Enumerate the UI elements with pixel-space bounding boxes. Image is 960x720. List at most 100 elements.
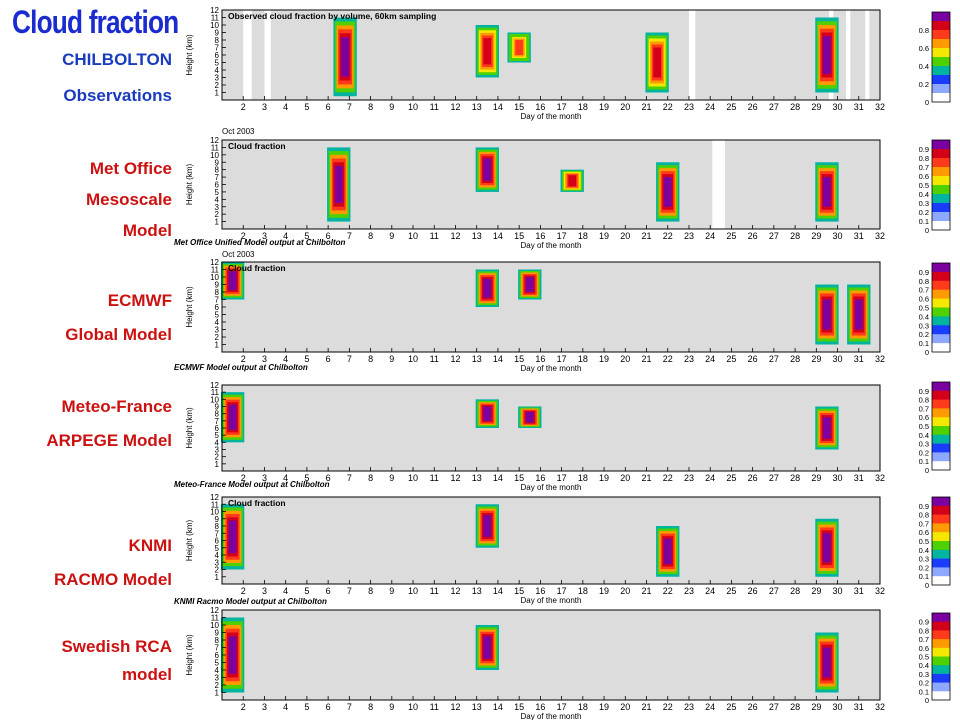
y-tick-label: 5 [215, 311, 220, 320]
x-tick-label: 2 [241, 586, 246, 596]
x-tick-label: 8 [368, 102, 373, 112]
colorbar-band [932, 514, 950, 524]
colorbar-tick-label: 0.4 [919, 661, 929, 670]
y-tick-label: 11 [211, 14, 220, 23]
colorbar-tick-label: 0.1 [919, 217, 929, 226]
y-tick-label: 9 [215, 29, 220, 38]
x-tick-label: 17 [557, 473, 567, 483]
x-tick-label: 24 [705, 473, 715, 483]
label-line: Model [122, 221, 172, 240]
x-axis-label: Day of the month [521, 112, 582, 121]
colorbar-band [932, 289, 950, 300]
x-tick-label: 31 [854, 102, 864, 112]
colorbar-band [932, 343, 950, 353]
y-tick-label: 7 [215, 44, 220, 53]
y-axis-label: Height (km) [185, 519, 194, 561]
x-tick-label: 10 [408, 702, 418, 712]
x-tick-label: 22 [663, 473, 673, 483]
cloud-cell [525, 277, 534, 292]
colorbar-tick-label: 0.2 [919, 448, 929, 457]
x-tick-label: 26 [748, 473, 758, 483]
cloud-cell [823, 647, 831, 678]
y-tick-label: 2 [215, 566, 220, 575]
y-tick-label: 9 [215, 403, 220, 412]
x-tick-label: 10 [408, 354, 418, 364]
colorbar-tick-label: 0.7 [919, 635, 929, 644]
y-tick-label: 3 [215, 674, 220, 683]
y-tick-label: 1 [215, 218, 220, 227]
x-tick-label: 15 [514, 702, 524, 712]
x-tick-label: 6 [326, 473, 331, 483]
x-tick-label: 12 [450, 702, 460, 712]
x-tick-label: 18 [578, 702, 588, 712]
x-tick-label: 16 [535, 473, 545, 483]
y-tick-label: 11 [211, 500, 220, 509]
colorbar-border [931, 262, 951, 353]
x-tick-label: 5 [304, 231, 309, 241]
y-tick-label: 11 [211, 143, 220, 152]
colorbar-tick-label: 0.8 [919, 626, 929, 635]
y-tick-label: 2 [215, 453, 220, 462]
x-tick-label: 16 [535, 231, 545, 241]
x-tick-label: 2 [241, 102, 246, 112]
x-tick-label: 2 [241, 354, 246, 364]
x-tick-label: 7 [347, 473, 352, 483]
x-tick-label: 9 [389, 102, 394, 112]
y-tick-label: 6 [215, 51, 220, 60]
caption-above: Oct 2003 [222, 127, 255, 136]
label-met-office: Met Office Mesoscale Model [86, 153, 172, 246]
cloud-cell [515, 40, 524, 55]
cloud-cell [823, 299, 831, 330]
colorbar-band [932, 673, 950, 684]
y-tick-label: 10 [210, 508, 219, 517]
cloud-cell [483, 636, 492, 659]
x-tick-label: 32 [875, 354, 885, 364]
x-tick-label: 21 [642, 702, 652, 712]
x-tick-label: 7 [347, 702, 352, 712]
x-tick-label: 30 [833, 586, 843, 596]
y-tick-label: 5 [215, 59, 220, 68]
y-tick-label: 1 [215, 89, 220, 98]
colorbar-band [932, 656, 950, 666]
x-tick-label: 32 [875, 586, 885, 596]
colorbar-band [932, 194, 950, 204]
colorbar-tick-label: 0.6 [919, 295, 929, 304]
x-tick-label: 15 [514, 354, 524, 364]
colorbar-tick-label: 0.4 [919, 431, 929, 440]
plot-area [221, 9, 881, 101]
x-tick-label: 31 [854, 586, 864, 596]
y-tick-label: 4 [215, 551, 220, 560]
y-tick-label: 6 [215, 303, 220, 312]
y-tick-label: 2 [215, 333, 220, 342]
x-tick-label: 20 [620, 586, 630, 596]
y-tick-label: 10 [210, 621, 219, 630]
x-tick-label: 6 [326, 231, 331, 241]
y-tick-label: 7 [215, 529, 220, 538]
colorbar-tick-label: 0.2 [919, 563, 929, 572]
plot-area [221, 496, 881, 585]
y-tick-label: 11 [211, 266, 220, 275]
colorbar-border [931, 11, 951, 103]
x-tick-label: 31 [854, 354, 864, 364]
x-tick-label: 12 [450, 231, 460, 241]
colorbar-tick-label: 0.9 [919, 502, 929, 511]
y-tick-label: 9 [215, 281, 220, 290]
x-tick-label: 11 [430, 354, 439, 364]
y-tick-label: 8 [215, 636, 220, 645]
x-tick-label: 3 [262, 473, 267, 483]
y-tick-label: 8 [215, 166, 220, 175]
colorbar-band [932, 316, 950, 326]
y-tick-label: 5 [215, 431, 220, 440]
data-gap [264, 10, 271, 100]
cloud-cell [663, 538, 672, 565]
colorbar-band [932, 271, 950, 282]
colorbar-tick-label: 0.4 [919, 62, 929, 71]
x-tick-label: 22 [663, 231, 673, 241]
x-tick-label: 27 [769, 586, 779, 596]
x-tick-label: 25 [726, 231, 736, 241]
cloud-cell [483, 158, 492, 181]
label-line: Global Model [65, 325, 172, 344]
colorbar-band [932, 665, 950, 675]
cloud-cell [341, 37, 350, 77]
x-tick-label: 13 [472, 102, 482, 112]
